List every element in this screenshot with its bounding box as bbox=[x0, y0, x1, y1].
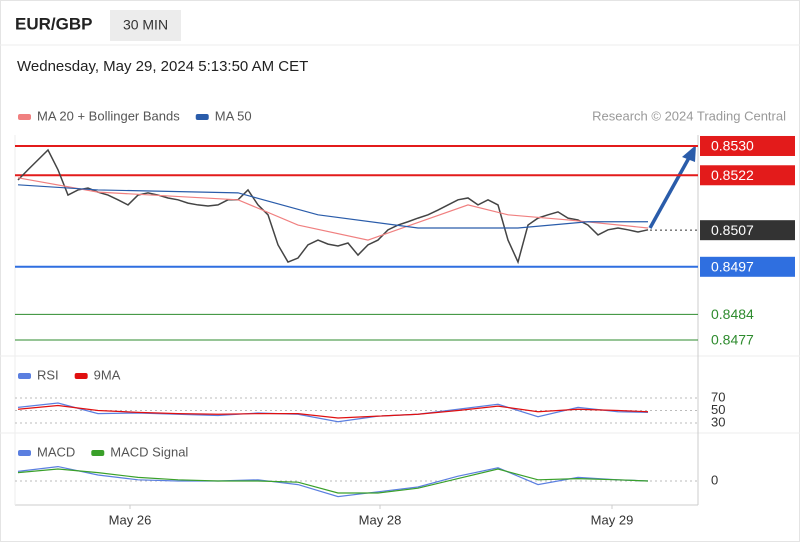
series-line bbox=[17, 404, 649, 419]
legend-swatch bbox=[74, 373, 88, 379]
series-line bbox=[17, 184, 648, 229]
y-tick-label: 50 bbox=[711, 402, 725, 417]
y-tick-label: 30 bbox=[711, 414, 725, 429]
level-label: 0.8497 bbox=[711, 258, 754, 274]
y-tick-label: 70 bbox=[711, 389, 725, 404]
forecast-arrowhead bbox=[682, 145, 696, 162]
level-label-box bbox=[700, 135, 795, 156]
legend-swatch bbox=[18, 114, 31, 120]
symbol: EUR/GBP bbox=[15, 14, 92, 33]
legend-label: MACD Signal bbox=[110, 444, 188, 459]
x-tick-label: May 26 bbox=[109, 512, 152, 527]
x-tick-label: May 28 bbox=[359, 512, 402, 527]
series-line bbox=[17, 468, 649, 494]
level-label-box bbox=[700, 220, 795, 241]
level-label: 0.8507 bbox=[711, 222, 754, 238]
price-line bbox=[17, 148, 649, 265]
y-tick-label: 0 bbox=[711, 472, 718, 487]
series-line bbox=[17, 465, 649, 498]
interval-button[interactable] bbox=[110, 10, 181, 41]
legend-label: MA 20 + Bollinger Bands bbox=[37, 108, 180, 123]
legend-label: RSI bbox=[37, 367, 59, 382]
level-label: 0.8522 bbox=[711, 167, 754, 183]
legend-label: 9MA bbox=[94, 367, 121, 382]
level-label: 0.8477 bbox=[711, 332, 754, 348]
legend-label: MACD bbox=[37, 444, 75, 459]
interval[interactable]: 30 MIN bbox=[123, 17, 168, 33]
datetime: Wednesday, May 29, 2024 5:13:50 AM CET bbox=[17, 58, 308, 75]
forecast-arrow bbox=[648, 155, 692, 229]
series-line bbox=[17, 177, 649, 241]
legend-swatch bbox=[195, 114, 209, 120]
legend-swatch bbox=[91, 450, 105, 456]
x-tick-label: May 29 bbox=[591, 512, 634, 527]
level-label: 0.8530 bbox=[711, 138, 754, 154]
series-line bbox=[17, 402, 649, 423]
level-label-box bbox=[700, 256, 795, 277]
credit: Research © 2024 Trading Central bbox=[592, 108, 786, 123]
level-label: 0.8484 bbox=[711, 306, 754, 322]
legend-label: MA 50 bbox=[215, 108, 252, 123]
level-label-box bbox=[700, 165, 795, 186]
legend-swatch bbox=[18, 373, 31, 379]
legend-swatch bbox=[18, 450, 31, 456]
